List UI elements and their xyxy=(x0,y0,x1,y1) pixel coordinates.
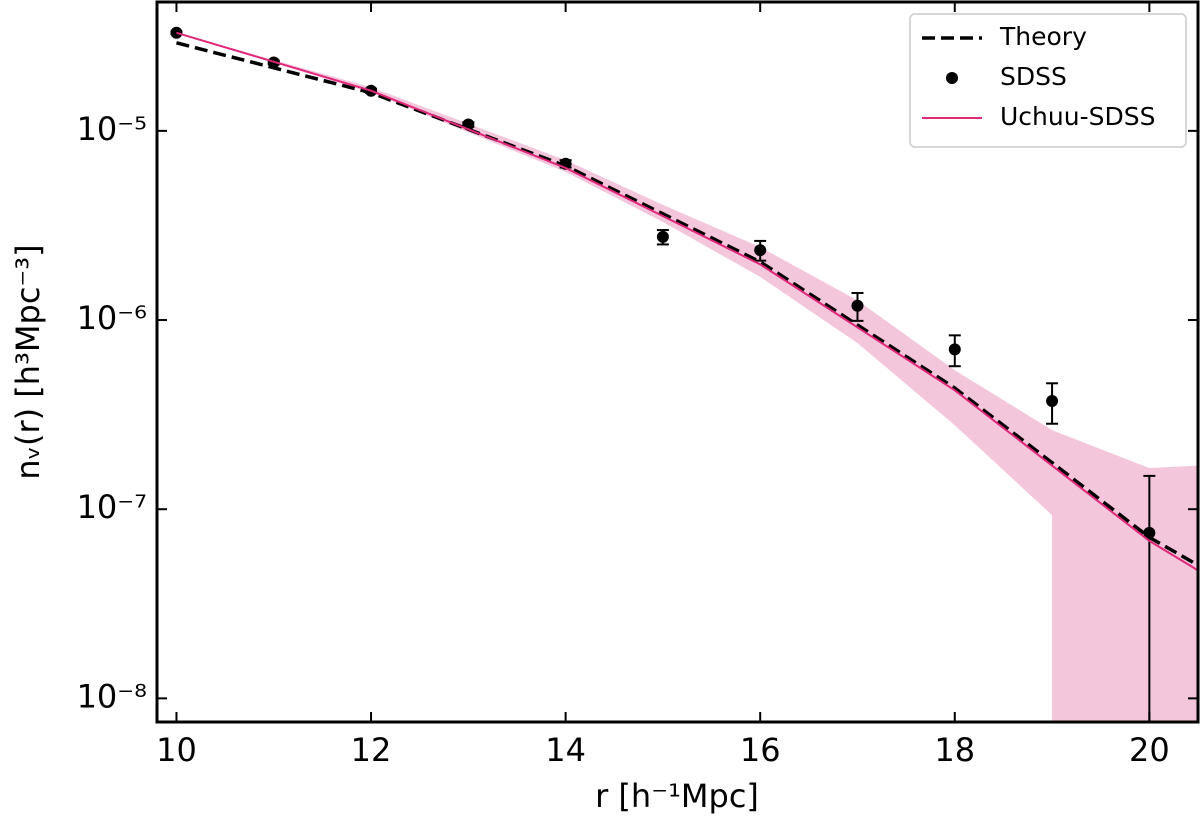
y-tick-label: 10⁻⁷ xyxy=(77,488,147,526)
uncertainty-band xyxy=(176,32,1198,722)
data-point xyxy=(1143,526,1156,539)
x-tick-label: 16 xyxy=(740,731,781,769)
legend-label: Uchuu-SDSS xyxy=(1000,102,1155,131)
legend-label: SDSS xyxy=(1000,62,1067,91)
data-point xyxy=(948,343,961,356)
legend-box xyxy=(909,13,1187,148)
legend-label: Theory xyxy=(999,22,1087,51)
data-point xyxy=(851,299,864,312)
y-tick-label: 10⁻⁸ xyxy=(77,677,147,715)
y-tick-label: 10⁻⁶ xyxy=(77,299,147,337)
x-axis-label: r [h⁻¹Mpc] xyxy=(595,777,759,815)
x-tick-label: 14 xyxy=(545,731,586,769)
overlay: 10 12 14 16 18 20 10⁻⁵ 10⁻⁶ 10⁻⁷ 10⁻⁸ Theory SDSS Uc… xyxy=(77,0,1200,769)
legend-marker xyxy=(946,72,958,84)
x-tick-label: 20 xyxy=(1129,731,1170,769)
y-axis-label: nᵥ(r) [h³Mpc⁻³] xyxy=(9,244,47,479)
data-point xyxy=(754,244,767,257)
series-line xyxy=(176,31,1198,572)
x-tick-label: 10 xyxy=(156,731,197,769)
plot-area xyxy=(170,26,1198,722)
x-tick-label: 12 xyxy=(351,731,392,769)
y-tick-label: 10⁻⁵ xyxy=(77,110,147,148)
data-point xyxy=(656,230,669,243)
x-tick-label: 18 xyxy=(934,731,975,769)
data-point xyxy=(1046,395,1059,408)
axes-frame xyxy=(155,0,1200,724)
